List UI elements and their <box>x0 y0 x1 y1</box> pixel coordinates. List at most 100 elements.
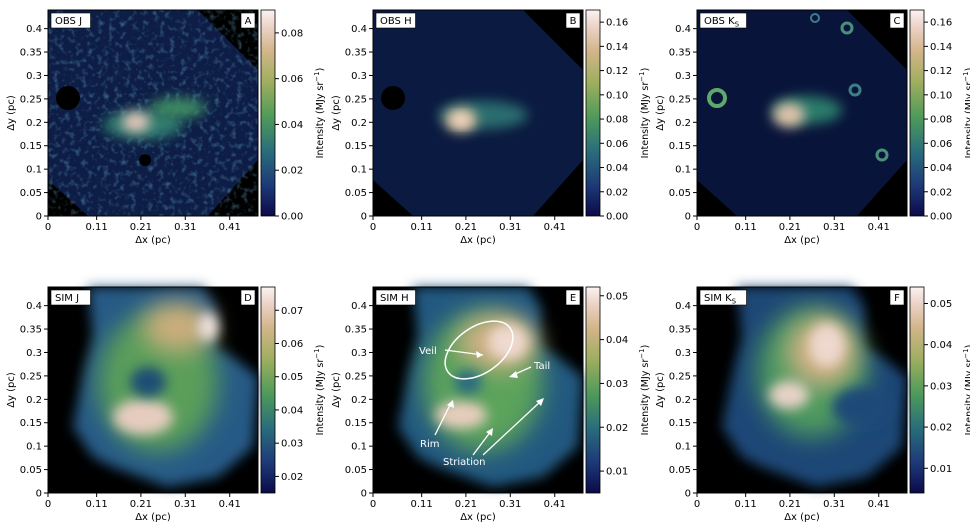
panel-letter: D <box>244 293 252 304</box>
y-tick-label: 0.25 <box>669 94 691 105</box>
y-tick-label: 0.3 <box>26 348 42 359</box>
y-tick-label: 0.05 <box>20 465 42 476</box>
colorbar <box>909 9 925 217</box>
y-tick-label: 0.2 <box>675 118 691 129</box>
x-tick-label: 0.11 <box>411 499 433 510</box>
y-tick-label: 0 <box>361 212 367 223</box>
colorbar-label-exponent: −1 <box>638 71 646 81</box>
colorbar <box>260 9 276 217</box>
axes-b: 0 0.11 0.21 0.31 0.41 0 0.05 0.1 0.15 0.2 0.25 0.3 0… <box>331 9 651 246</box>
panel-letter: A <box>245 16 252 27</box>
colorbar-tick-label: 0.02 <box>606 423 628 434</box>
colorbar-tick-label: 0.03 <box>281 439 303 450</box>
colorbar-label: Intensity (MJy sr−1) <box>313 345 326 436</box>
colorbar-tick-label: 0.06 <box>606 139 628 150</box>
x-tick-label: 0 <box>694 499 700 510</box>
veil-label: Veil <box>419 346 437 357</box>
y-tick-label: 0.2 <box>675 395 691 406</box>
colorbar-tick-label: 0.07 <box>281 306 303 317</box>
x-tick-label: 0.21 <box>779 499 801 510</box>
colorbar-tick-label: 0.04 <box>606 163 628 174</box>
panel-title: OBS H <box>380 16 412 27</box>
emission-map <box>697 10 907 216</box>
y-tick-label: 0.25 <box>20 94 42 105</box>
panel-letter: B <box>570 16 577 27</box>
y-tick-label: 0.3 <box>351 348 367 359</box>
colorbar-label-close: ) <box>315 68 326 72</box>
x-tick-label: 0.11 <box>411 222 433 233</box>
y-tick-label: 0.05 <box>345 188 367 199</box>
panel-letter-box <box>889 289 905 306</box>
colorbar <box>585 286 601 494</box>
y-tick-label: 0.35 <box>345 48 367 59</box>
y-tick-label: 0.4 <box>351 301 367 312</box>
y-tick-label: 0 <box>685 489 691 500</box>
colorbar-label-close: ) <box>964 68 970 72</box>
y-tick-label: 0.35 <box>669 48 691 59</box>
colorbar-label-close: ) <box>640 68 651 72</box>
y-tick-label: 0 <box>36 212 42 223</box>
y-axis-label: Δy (pc) <box>6 372 17 408</box>
colorbar-label-close: ) <box>964 345 970 349</box>
colorbar-tick-label: 0.05 <box>281 372 303 383</box>
x-axis-label: Δx (pc) <box>135 235 171 246</box>
emission-map: Veil Tail Rim Striation <box>398 287 583 487</box>
colorbar-tick-label: 0.03 <box>930 381 952 392</box>
colorbar-label-close: ) <box>315 345 326 349</box>
y-axis-label: Δy (pc) <box>655 95 666 131</box>
colorbar <box>260 286 276 494</box>
x-tick-label: 0.31 <box>174 499 196 510</box>
y-tick-label: 0.4 <box>675 301 691 312</box>
y-tick-label: 0.25 <box>345 94 367 105</box>
colorbar-label-exponent: −1 <box>313 348 321 358</box>
panel-sim-j <box>47 286 259 494</box>
colorbar-tick-label: 0.06 <box>930 139 952 150</box>
x-tick-label: 0.21 <box>455 499 477 510</box>
panel-obs-j <box>47 9 259 217</box>
y-tick-label: 0.3 <box>675 71 691 82</box>
x-tick-label: 0.31 <box>823 222 845 233</box>
colorbar-tick-label: 0.04 <box>930 163 952 174</box>
panel-title: SIM KS <box>704 293 737 306</box>
panel-letter-box <box>240 12 256 29</box>
panel-title-box <box>699 12 747 29</box>
axes-a: 0 0.11 0.21 0.31 0.41 0 0.05 0.1 0.15 0.2 0.25 0.3 0… <box>6 9 326 246</box>
colorbar-label-exponent: −1 <box>313 71 321 81</box>
x-axis-label: Δx (pc) <box>784 512 820 523</box>
axes-f: 0 0.11 0.21 0.31 0.41 0 0.05 0.1 0.15 0.2 0.25 0.3 0… <box>655 286 970 523</box>
x-tick-label: 0.41 <box>868 499 890 510</box>
y-tick-label: 0 <box>36 489 42 500</box>
x-tick-label: 0.21 <box>130 499 152 510</box>
y-tick-label: 0.05 <box>345 465 367 476</box>
colorbar-label-close: ) <box>640 345 651 349</box>
colorbar-tick-label: 0.08 <box>606 115 628 126</box>
y-tick-label: 0.3 <box>351 71 367 82</box>
x-tick-label: 0.41 <box>544 222 566 233</box>
panel-title-box <box>375 12 416 29</box>
panel-title: OBS KS <box>704 16 740 29</box>
x-tick-label: 0.11 <box>735 222 757 233</box>
y-tick-label: 0 <box>361 489 367 500</box>
x-tick-label: 0 <box>370 499 376 510</box>
panel-title-subscript: S <box>735 21 740 29</box>
panel-title-box <box>699 289 747 306</box>
x-tick-label: 0.41 <box>219 499 241 510</box>
y-tick-label: 0.15 <box>20 418 42 429</box>
y-tick-label: 0.3 <box>26 71 42 82</box>
y-tick-label: 0.1 <box>26 442 42 453</box>
y-tick-label: 0.35 <box>669 325 691 336</box>
rim-label: Rim <box>420 439 439 450</box>
x-tick-label: 0.21 <box>779 222 801 233</box>
y-tick-label: 0.25 <box>669 371 691 382</box>
y-tick-label: 0.35 <box>345 325 367 336</box>
panel-title-box <box>50 289 91 306</box>
colorbar-tick-label: 0.04 <box>281 405 303 416</box>
striation-arrow-2 <box>482 400 542 456</box>
y-tick-label: 0.4 <box>675 24 691 35</box>
panel-obs-h <box>372 9 584 217</box>
tail-label: Tail <box>533 361 550 372</box>
colorbar-tick-label: 0.02 <box>281 166 303 177</box>
colorbar-tick-label: 0.16 <box>930 18 952 29</box>
y-tick-label: 0.4 <box>26 301 42 312</box>
y-tick-label: 0.2 <box>26 395 42 406</box>
